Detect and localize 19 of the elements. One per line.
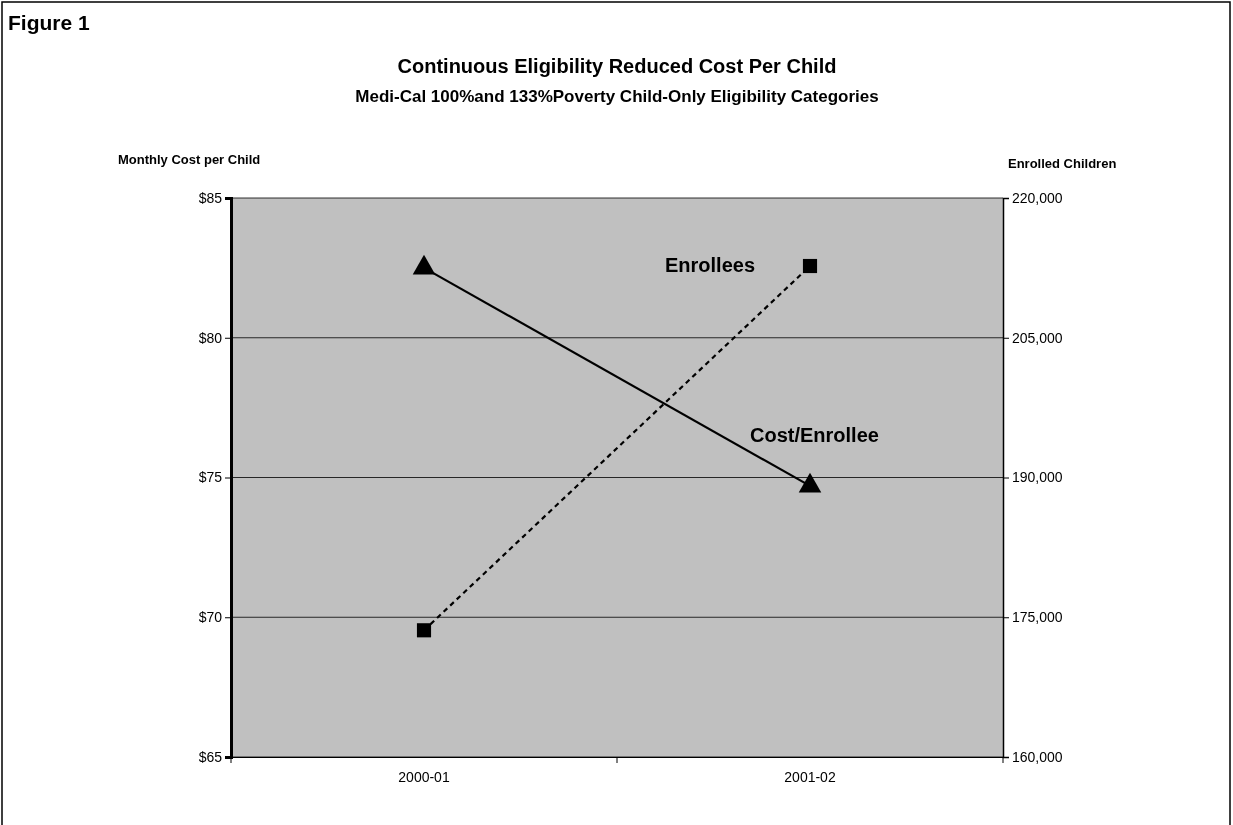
y2-tick-label: 175,000 xyxy=(1012,609,1063,626)
y-tick-label: $65 xyxy=(198,748,223,765)
y-tick-label: $70 xyxy=(198,609,223,626)
y-tick-label: $85 xyxy=(198,189,223,206)
x-tick-label: 2000-01 xyxy=(398,769,450,786)
y2-axis-title: Enrolled Children xyxy=(1008,156,1117,171)
caption: Figure 1 xyxy=(8,11,90,34)
chart-title: Continuous Eligibility Reduced Cost Per Child xyxy=(397,55,837,77)
y2-tick-label: 220,000 xyxy=(1012,189,1063,206)
chart-subtitle: Medi-Cal 100%and 133%Poverty Child-Only Eligibility Categories xyxy=(355,87,879,106)
y-axis-title: Monthly Cost per Child xyxy=(118,152,261,167)
series-label: Enrollees xyxy=(665,254,756,277)
y2-tick-label: 205,000 xyxy=(1012,329,1063,346)
y2-tick-label: 160,000 xyxy=(1012,748,1063,765)
y-tick-label: $80 xyxy=(198,329,223,346)
series-label: Cost/Enrollee xyxy=(750,423,879,446)
y2-tick-label: 190,000 xyxy=(1012,469,1063,486)
x-tick-label: 2001-02 xyxy=(784,769,836,786)
y-tick-label: $75 xyxy=(198,469,223,486)
